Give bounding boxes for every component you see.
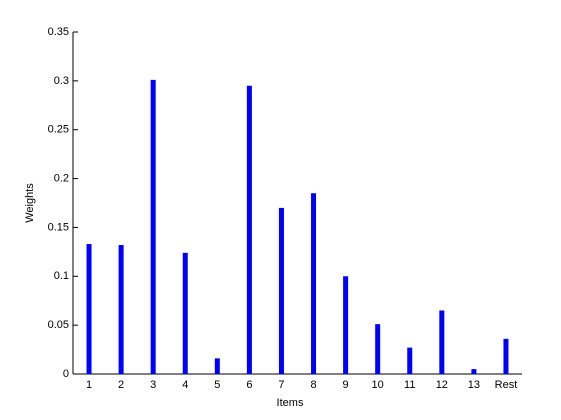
- x-tick-label: 3: [150, 379, 156, 391]
- bar: [471, 369, 477, 374]
- y-tick-label: 0.2: [54, 172, 69, 184]
- x-tick-label: 8: [310, 379, 316, 391]
- x-tick-label: 11: [404, 379, 415, 391]
- x-tick-label: 2: [118, 379, 124, 391]
- bar: [343, 276, 349, 374]
- y-tick-label: 0: [63, 368, 69, 380]
- x-tick-label: 7: [278, 379, 284, 391]
- y-tick-label: 0.1: [54, 270, 69, 282]
- bar: [503, 338, 509, 374]
- x-tick-label: 9: [343, 379, 349, 391]
- x-tick-label: 6: [246, 379, 252, 391]
- x-tick-label: 4: [182, 379, 188, 391]
- bar: [439, 310, 445, 374]
- bar: [311, 193, 317, 374]
- bar: [86, 244, 92, 374]
- y-tick-label: 0.3: [54, 75, 69, 87]
- x-tick-label: 12: [436, 379, 448, 391]
- bar: [375, 324, 381, 374]
- bar: [407, 347, 413, 374]
- x-tick-label: Rest: [495, 379, 518, 391]
- bar: [246, 85, 252, 374]
- y-axis-label: Weights: [24, 183, 36, 223]
- bar: [182, 252, 188, 374]
- bar: [214, 358, 220, 374]
- x-tick-label: 1: [86, 379, 92, 391]
- x-axis-label: Items: [277, 397, 304, 409]
- y-tick-label: 0.15: [48, 221, 69, 233]
- x-tick-label: 5: [214, 379, 220, 391]
- y-tick-label: 0.35: [48, 26, 69, 38]
- y-tick-label: 0.05: [48, 319, 69, 331]
- bar: [278, 207, 284, 374]
- bar: [118, 245, 124, 374]
- x-tick-label: 13: [468, 379, 480, 391]
- bar: [150, 79, 156, 374]
- x-tick-label: 10: [372, 379, 384, 391]
- y-tick-label: 0.25: [48, 124, 69, 136]
